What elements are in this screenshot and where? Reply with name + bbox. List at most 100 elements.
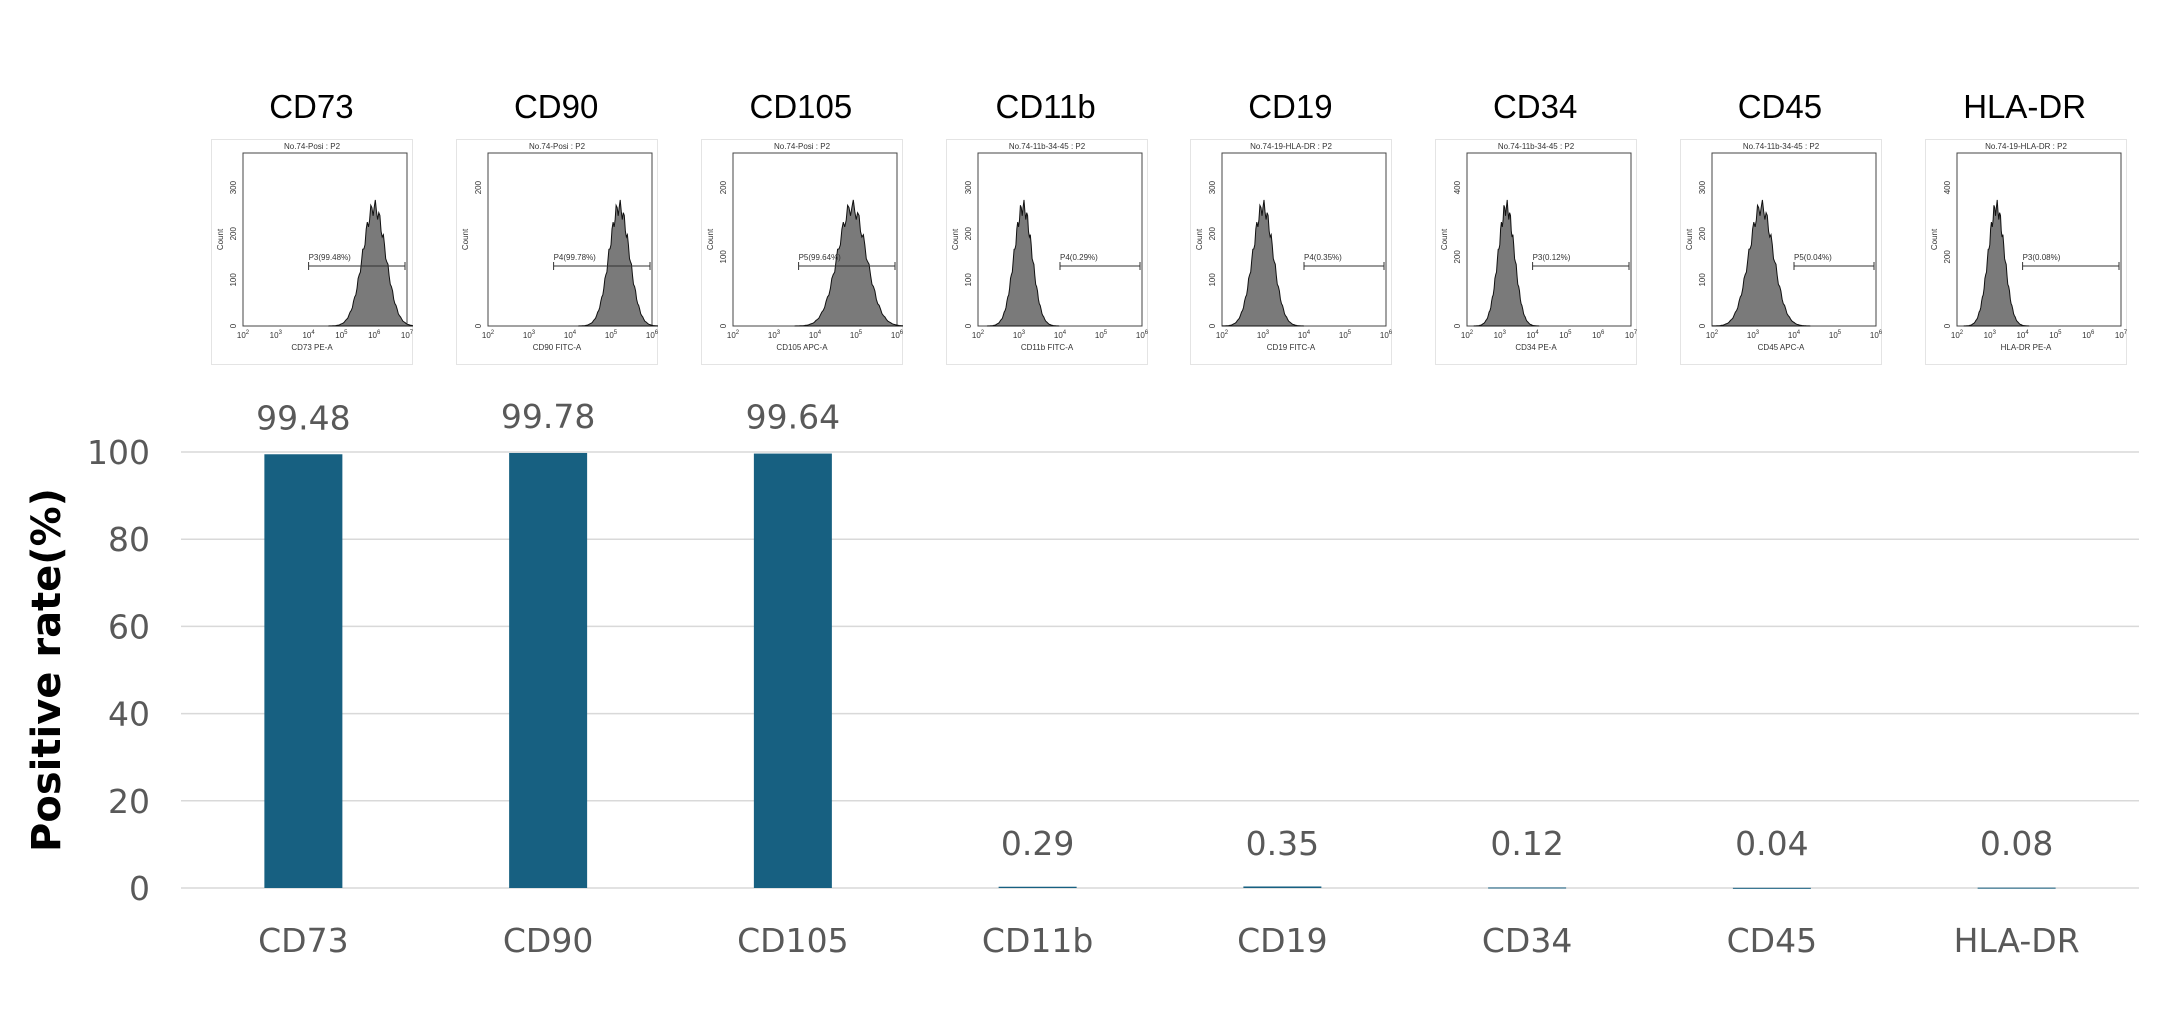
y-tick-label: 200 — [719, 180, 728, 194]
x-axis-label: HLA-DR PE-A — [2000, 343, 2051, 352]
marker-label: CD105 — [749, 88, 853, 125]
y-axis-label: Positive rate(%) — [24, 488, 70, 852]
bar-cd34 — [1488, 887, 1567, 889]
histogram-frame — [945, 139, 1148, 365]
x-tick-label: 104 — [809, 330, 822, 340]
y-tick-label: 200 — [1698, 227, 1707, 241]
gate-label: P4(0.29%) — [1060, 253, 1098, 262]
histogram-peak — [578, 199, 659, 327]
histogram-cd19: No.74-19-HLA-DR : P2 102 103 104 105 106 CD19 … — [1190, 139, 1393, 365]
x-tick-label: HLA-DR — [1954, 921, 2080, 960]
histogram-frame — [1435, 139, 1638, 365]
data-label: 0.29 — [1001, 824, 1074, 863]
bar-cd11b — [998, 886, 1077, 888]
histogram-title: No.74-11b-34-45 : P2 — [1008, 142, 1085, 151]
y-tick-label: 200 — [964, 227, 973, 241]
y-tick-label: 0 — [1698, 323, 1707, 328]
histogram-title: No.74-Posi : P2 — [774, 142, 831, 151]
x-tick-label: 106 — [646, 330, 658, 340]
x-tick-label: 105 — [605, 330, 618, 340]
gate-label: P4(0.35%) — [1304, 253, 1342, 262]
data-label: 0.04 — [1735, 824, 1808, 863]
x-tick-label: CD73 — [258, 921, 348, 960]
x-axis-label: CD90 FITC-A — [533, 343, 582, 352]
histogram-hla-dr: No.74-19-HLA-DR : P2 102 103 104 105 106 107 HL… — [1924, 139, 2127, 365]
histogram-cd34: No.74-11b-34-45 : P2 102 103 104 105 106 107 CD… — [1435, 139, 1638, 365]
bar-hla-dr — [1977, 887, 2056, 889]
x-tick-label: CD90 — [503, 921, 593, 960]
histogram-peak — [986, 199, 1059, 327]
data-label: 0.12 — [1490, 824, 1563, 863]
y-tick-label: 0 — [229, 323, 238, 328]
x-tick-label: 102 — [1706, 330, 1719, 340]
y-axis-label: Count — [461, 228, 470, 250]
x-axis-label: CD73 PE-A — [292, 343, 334, 352]
histogram-peak — [1963, 199, 2029, 327]
y-tick-label: 0 — [1943, 323, 1952, 328]
histogram-peak — [1222, 199, 1305, 327]
y-tick-label: 0 — [474, 323, 483, 328]
x-tick-label: 105 — [1559, 330, 1572, 340]
x-tick-label: CD34 — [1482, 921, 1572, 960]
x-tick-label: 104 — [1298, 330, 1311, 340]
x-tick-label: CD45 — [1727, 921, 1817, 960]
x-tick-label: 104 — [1527, 330, 1540, 340]
x-tick-label: 104 — [564, 330, 577, 340]
gate-label: P5(0.04%) — [1794, 253, 1832, 262]
x-tick-label: CD11b — [982, 921, 1093, 960]
y-axis-label: Count — [216, 228, 225, 250]
x-tick-label: 106 — [1592, 330, 1605, 340]
y-tick-label: 100 — [719, 250, 728, 264]
bar-cd19 — [1243, 886, 1322, 888]
y-tick-label: 0 — [1453, 323, 1462, 328]
x-tick-label: 102 — [1216, 330, 1229, 340]
gate-label: P3(99.48%) — [309, 253, 352, 262]
y-tick-label: 300 — [964, 180, 973, 194]
y-tick-label: 200 — [474, 180, 483, 194]
x-tick-label: 103 — [1494, 330, 1507, 340]
x-tick-label: 106 — [368, 330, 381, 340]
x-tick-label: 105 — [1829, 330, 1842, 340]
y-tick-label: 300 — [1208, 180, 1217, 194]
x-tick-label: 103 — [523, 330, 536, 340]
histogram-cd105: No.74-Posi : P2 102 103 104 105 106 CD105 APC-… — [700, 139, 903, 365]
histogram-title: No.74-11b-34-45 : P2 — [1743, 142, 1820, 151]
x-tick-label: 103 — [1257, 330, 1270, 340]
data-label: 0.08 — [1980, 824, 2053, 863]
x-tick-label: 107 — [1625, 330, 1637, 340]
bar-cd90 — [509, 452, 588, 888]
histogram-title: No.74-19-HLA-DR : P2 — [1250, 142, 1332, 151]
y-tick-label: 80 — [108, 520, 150, 559]
histogram-peak — [1473, 199, 1540, 327]
x-tick-label: 103 — [1747, 330, 1760, 340]
histogram-cd11b: No.74-11b-34-45 : P2 102 103 104 105 106 CD11b… — [945, 139, 1148, 365]
x-tick-label: 103 — [1983, 330, 1996, 340]
y-axis-label: Count — [951, 228, 960, 250]
y-axis-label: Count — [706, 228, 715, 250]
x-tick-label: 104 — [1054, 330, 1067, 340]
x-tick-label: 107 — [401, 330, 413, 340]
data-label: 99.64 — [746, 398, 840, 437]
x-tick-label: 104 — [303, 330, 316, 340]
gate-label: P3(0.08%) — [2022, 253, 2060, 262]
x-tick-label: 102 — [1951, 330, 1964, 340]
y-tick-label: 200 — [1208, 227, 1217, 241]
y-axis-label: Count — [1195, 228, 1204, 250]
histogram-frame — [700, 139, 903, 365]
y-tick-label: 0 — [129, 869, 150, 908]
x-tick-label: 103 — [270, 330, 283, 340]
x-tick-label: 103 — [1013, 330, 1026, 340]
histogram-peak — [1711, 199, 1811, 327]
x-tick-label: 105 — [850, 330, 863, 340]
histogram-title: No.74-Posi : P2 — [284, 142, 341, 151]
histogram-title: No.74-Posi : P2 — [529, 142, 586, 151]
y-tick-label: 20 — [108, 782, 150, 821]
x-tick-label: CD105 — [737, 921, 848, 960]
x-tick-label: 102 — [482, 330, 495, 340]
marker-label: CD34 — [1492, 88, 1578, 125]
y-axis-label: Count — [1930, 228, 1939, 250]
y-tick-label: 100 — [229, 273, 238, 287]
marker-label: CD19 — [1248, 88, 1333, 125]
marker-label: HLA-DR — [1963, 88, 2087, 125]
